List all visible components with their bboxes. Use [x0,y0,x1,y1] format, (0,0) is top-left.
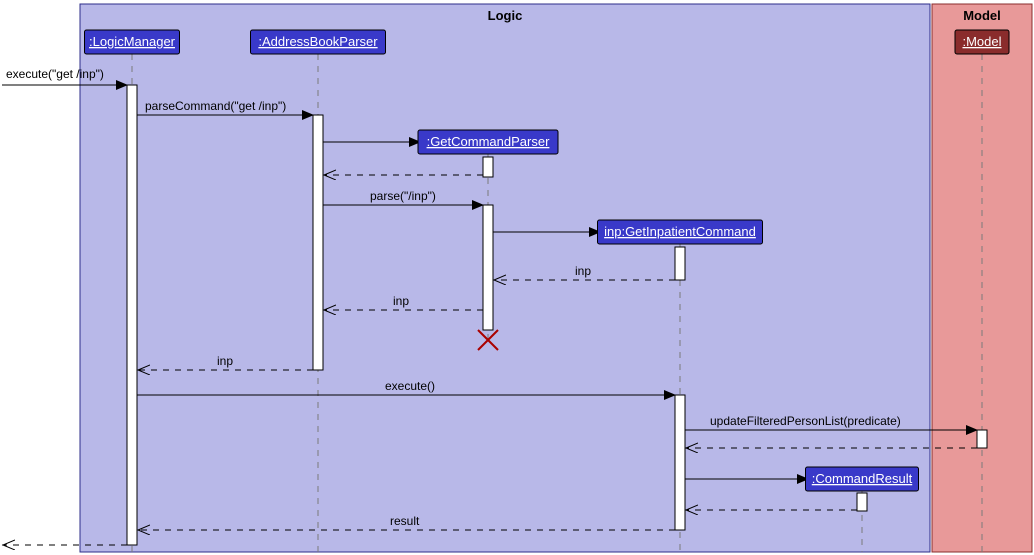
message-label-m5: parse("/inp") [370,189,436,203]
message-label-m15: result [390,514,420,528]
message-label-m10: execute() [385,379,435,393]
activation-md1 [977,430,987,448]
activation-gp2 [483,205,493,330]
activation-cr1 [857,493,867,511]
logic-frame-label: Logic [488,8,523,23]
message-label-m9: inp [217,354,233,368]
model-frame-label: Model [963,8,1001,23]
participant-label-address_book_parser: :AddressBookParser [258,34,378,49]
participant-label-logic_manager: :LogicManager [89,34,176,49]
participant-label-get_inpatient_command: inp:GetInpatientCommand [604,224,756,239]
participant-label-model: :Model [962,34,1001,49]
activation-ab1 [313,115,323,370]
activation-gp1 [483,157,493,177]
model-frame [932,4,1032,552]
message-label-m1: execute("get /inp") [6,67,104,81]
activation-gi2 [675,395,685,530]
message-label-m7: inp [575,264,591,278]
activation-lm1 [127,85,137,545]
participant-label-get_command_parser: :GetCommandParser [427,134,550,149]
message-label-m8: inp [393,294,409,308]
logic-frame [80,4,930,552]
activation-gi1 [675,247,685,280]
participant-label-command_result: :CommandResult [812,471,913,486]
message-label-m11: updateFilteredPersonList(predicate) [710,414,901,428]
message-label-m2: parseCommand("get /inp") [145,99,286,113]
